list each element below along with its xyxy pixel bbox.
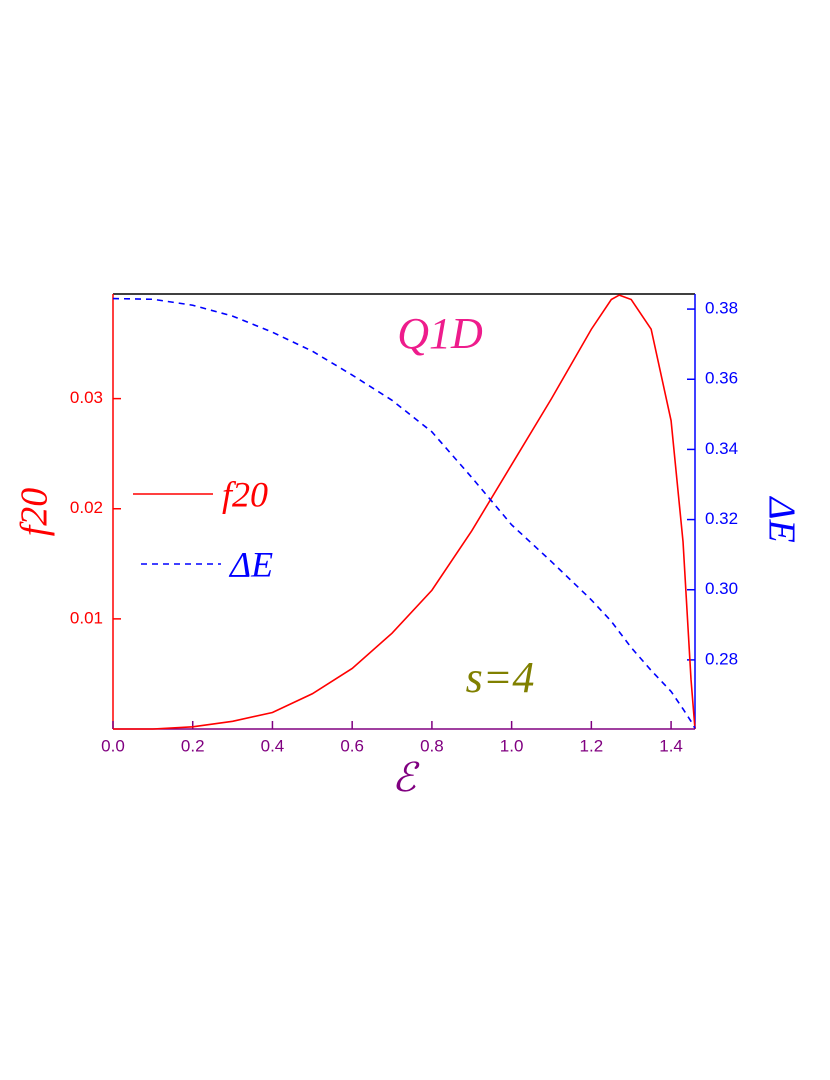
y2-tick-label: 0.38 — [705, 299, 738, 318]
y2-tick-label: 0.32 — [705, 509, 738, 528]
y2-tick-label: 0.34 — [705, 439, 738, 458]
x-tick-label: 0.2 — [181, 736, 205, 755]
x-tick-label: 1.4 — [659, 736, 683, 755]
y2-tick-label: 0.30 — [705, 579, 738, 598]
y-tick-label: 0.01 — [70, 608, 103, 627]
x-axis-label: ℰ — [392, 755, 420, 800]
y-tick-label: 0.02 — [70, 498, 103, 517]
x-tick-label: 0.6 — [340, 736, 364, 755]
y2-tick-label: 0.28 — [705, 649, 738, 668]
x-tick-label: 0.4 — [261, 736, 285, 755]
x-tick-label: 0.8 — [420, 736, 444, 755]
y-axis-label: f20 — [14, 488, 56, 537]
series-line — [113, 294, 696, 730]
series-line — [112, 297, 696, 729]
y2-tick-label: 0.36 — [705, 369, 738, 388]
x-tick-label: 1.0 — [500, 736, 524, 755]
y-tick-label: 0.03 — [70, 388, 103, 407]
x-tick-label: 0.0 — [101, 736, 125, 755]
annotation: Q1D — [397, 309, 483, 358]
y2-axis-label: ΔE — [760, 495, 802, 543]
annotation: s=4 — [466, 653, 535, 702]
legend-label: f20 — [222, 474, 268, 514]
legend-label: ΔE — [228, 544, 273, 584]
x-tick-label: 1.2 — [580, 736, 604, 755]
